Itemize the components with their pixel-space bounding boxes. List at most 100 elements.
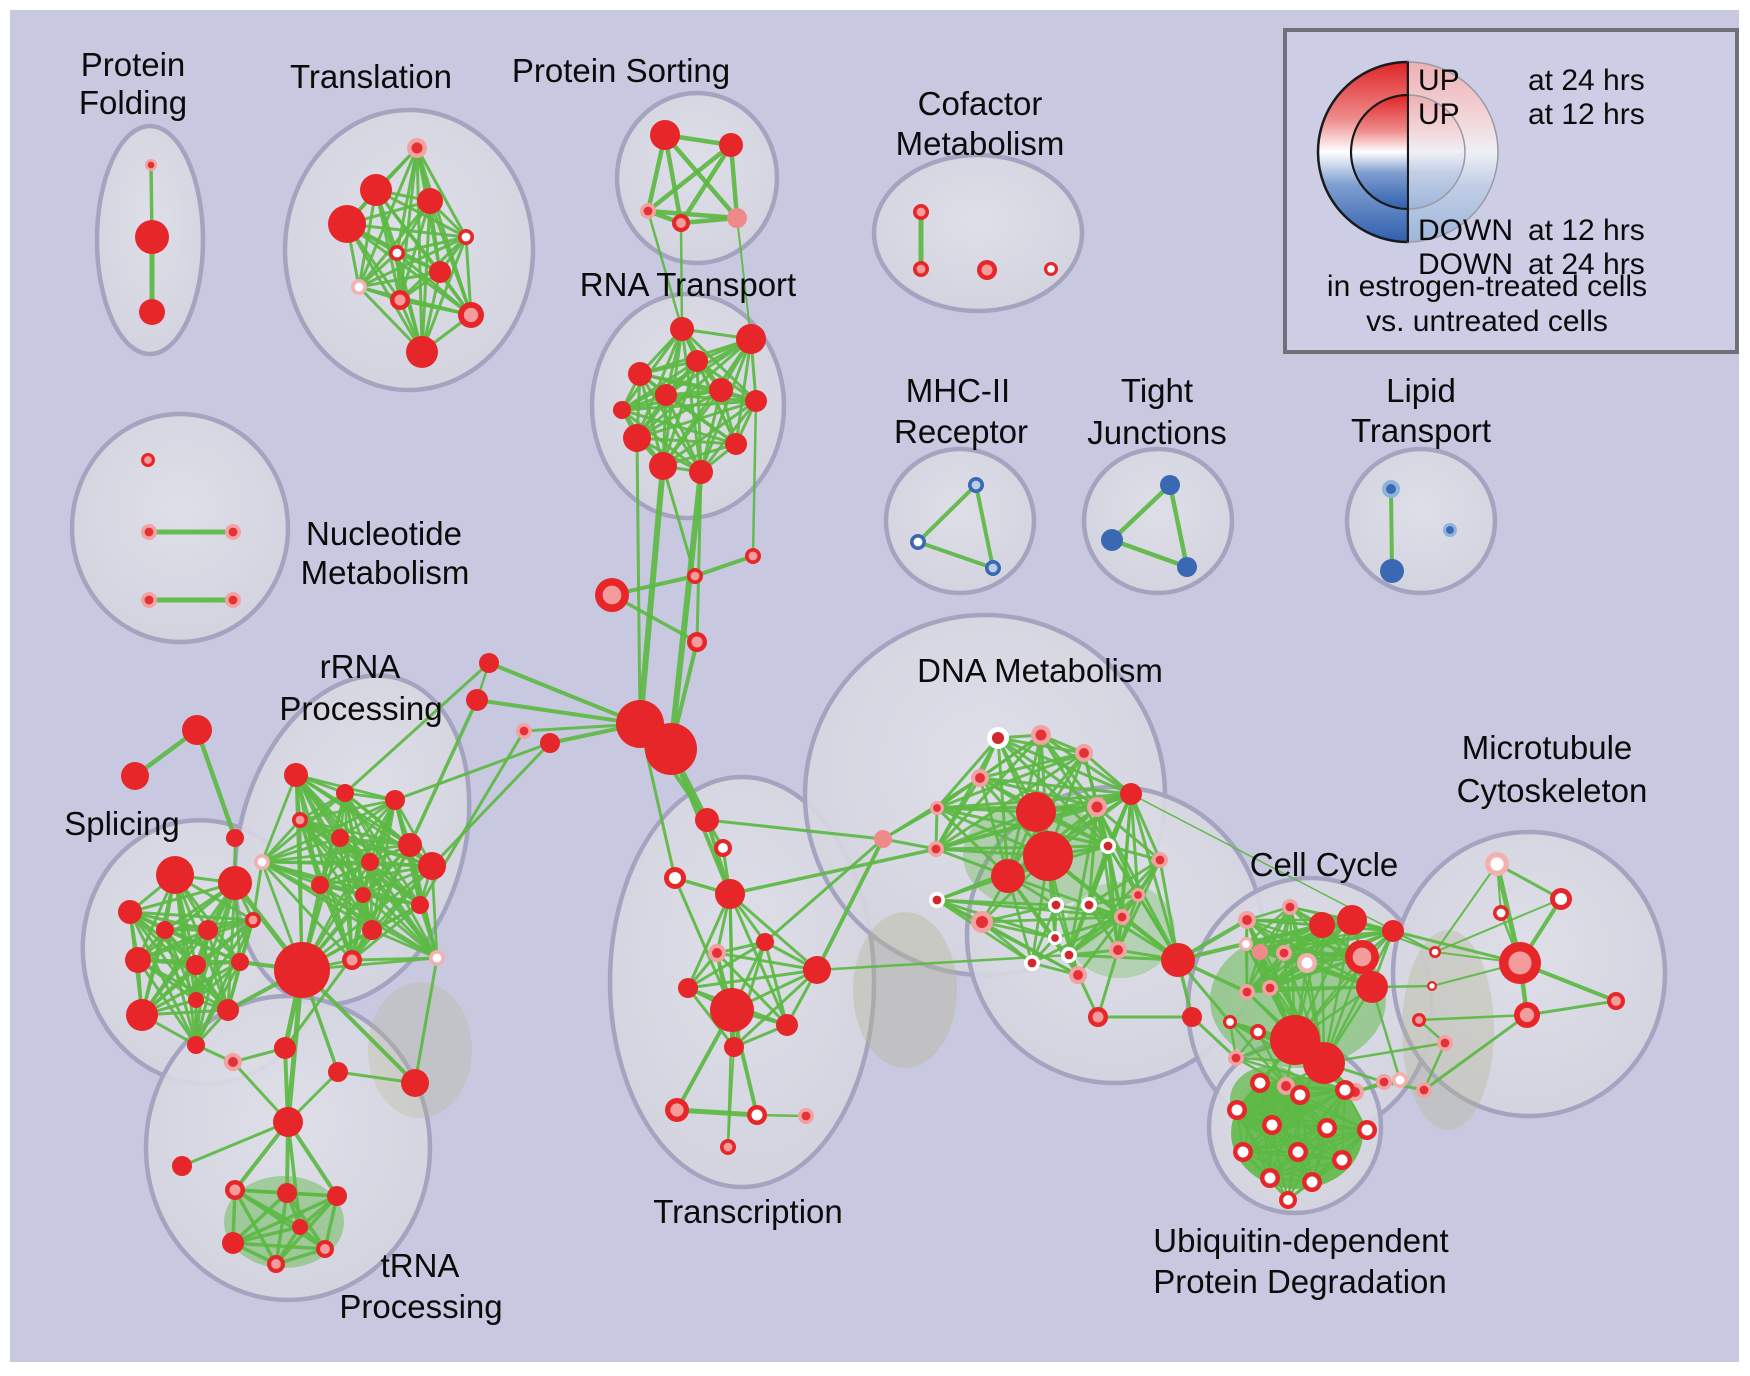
gene-node <box>187 1036 205 1054</box>
legend-glyph-inner-left <box>1349 93 1410 211</box>
gene-node <box>756 933 774 951</box>
gene-node-core <box>1073 970 1083 980</box>
module-label-protein-folding: Protein <box>81 46 186 83</box>
gene-node-core <box>1419 1085 1429 1095</box>
network-edge <box>194 918 255 1002</box>
network-edge <box>136 918 255 962</box>
network-edge <box>180 1120 290 1168</box>
gene-node <box>360 174 392 206</box>
network-edge <box>678 142 734 226</box>
gene-node-core <box>1265 983 1275 993</box>
gene-node <box>274 1037 296 1059</box>
gene-node <box>745 390 767 412</box>
network-edge <box>978 751 1086 780</box>
gene-node <box>231 953 249 971</box>
network-edge <box>361 893 439 960</box>
gene-node <box>1380 559 1404 583</box>
module-boundary <box>871 152 1085 314</box>
gene-node-core <box>602 585 622 605</box>
gene-node-core <box>1431 948 1439 956</box>
network-edge <box>1287 1127 1328 1201</box>
network-edge <box>686 986 736 1049</box>
gene-node <box>649 452 677 480</box>
gene-node-core <box>1519 1007 1535 1023</box>
module-label-rna-transport: RNA Transport <box>580 266 796 303</box>
gene-node-core <box>931 844 941 854</box>
gene-node <box>121 762 149 790</box>
gene-node-core <box>1339 1084 1351 1096</box>
gene-node <box>1382 920 1404 942</box>
gene-node <box>1160 475 1180 495</box>
gene-node <box>1101 529 1123 551</box>
gene-node <box>226 829 244 847</box>
network-edge <box>350 798 397 962</box>
gene-node <box>670 317 694 341</box>
gene-node-core <box>1292 1146 1304 1158</box>
legend-glyph-inner-right <box>1407 94 1466 210</box>
gene-node-core <box>144 456 152 464</box>
network-edge <box>415 146 424 354</box>
network-edge <box>233 1188 278 1266</box>
network-edge <box>635 399 758 440</box>
gene-node-core <box>1254 1077 1266 1089</box>
gene-node-core <box>1395 1075 1405 1085</box>
network-edge <box>194 928 210 1047</box>
network-edge <box>1234 1056 1357 1094</box>
network-edge <box>393 741 552 802</box>
gene-node-core <box>228 1057 238 1067</box>
network-edge <box>935 898 1124 919</box>
gene-node-core <box>1554 892 1568 906</box>
gene-node <box>991 859 1025 893</box>
network-edge <box>260 836 342 864</box>
gene-node <box>327 1186 347 1206</box>
gene-node <box>1303 1042 1345 1084</box>
module-label-splicing: Splicing <box>64 805 180 842</box>
gene-node-core <box>1294 1089 1306 1101</box>
gene-node-core <box>271 1259 281 1269</box>
network-edge <box>645 142 734 214</box>
network-edge <box>1129 792 1140 897</box>
network-edge <box>620 408 738 446</box>
network-edge <box>646 209 684 331</box>
network-edge <box>1256 1030 1288 1088</box>
gene-node-core <box>1231 1104 1243 1116</box>
gene-node <box>222 1232 244 1254</box>
network-edge <box>136 958 230 1012</box>
gene-node <box>1016 792 1056 832</box>
network-edge <box>1242 1127 1328 1153</box>
network-edge <box>430 741 552 868</box>
network-edge <box>980 920 1080 977</box>
gene-node <box>218 866 252 900</box>
gene-node <box>418 852 446 880</box>
network-edge <box>350 903 422 962</box>
network-edge <box>1109 482 1173 543</box>
gene-node <box>1337 905 1367 935</box>
gene-node <box>417 188 443 214</box>
module-label-cofactor: Cofactor <box>918 85 1043 122</box>
network-edge <box>635 388 723 440</box>
gene-node <box>650 120 680 150</box>
network-edge <box>1067 953 1100 1019</box>
network-edge <box>1087 903 1180 962</box>
gene-node-core <box>1064 950 1074 960</box>
network-edge <box>1434 863 1498 953</box>
network-edge <box>637 463 666 727</box>
network-edge <box>1341 1089 1346 1161</box>
module-label-ubiquitin-2: Protein Degradation <box>1153 1263 1447 1300</box>
gene-node-core <box>1035 729 1047 741</box>
gene-node-core <box>1415 1016 1423 1024</box>
gene-node-core <box>1231 1053 1241 1063</box>
network-edge <box>408 698 479 847</box>
gene-node <box>331 829 349 847</box>
gene-node-core <box>1336 1154 1348 1166</box>
legend-key-up24: UP <box>1418 64 1460 97</box>
gene-node <box>156 921 174 939</box>
network-edge <box>343 661 491 795</box>
gene-node <box>725 433 747 455</box>
gene-node-core <box>932 895 942 905</box>
network-edge <box>732 968 819 1049</box>
gene-node-core <box>1092 1011 1104 1023</box>
gene-node <box>273 1107 303 1137</box>
network-edge <box>357 251 399 289</box>
